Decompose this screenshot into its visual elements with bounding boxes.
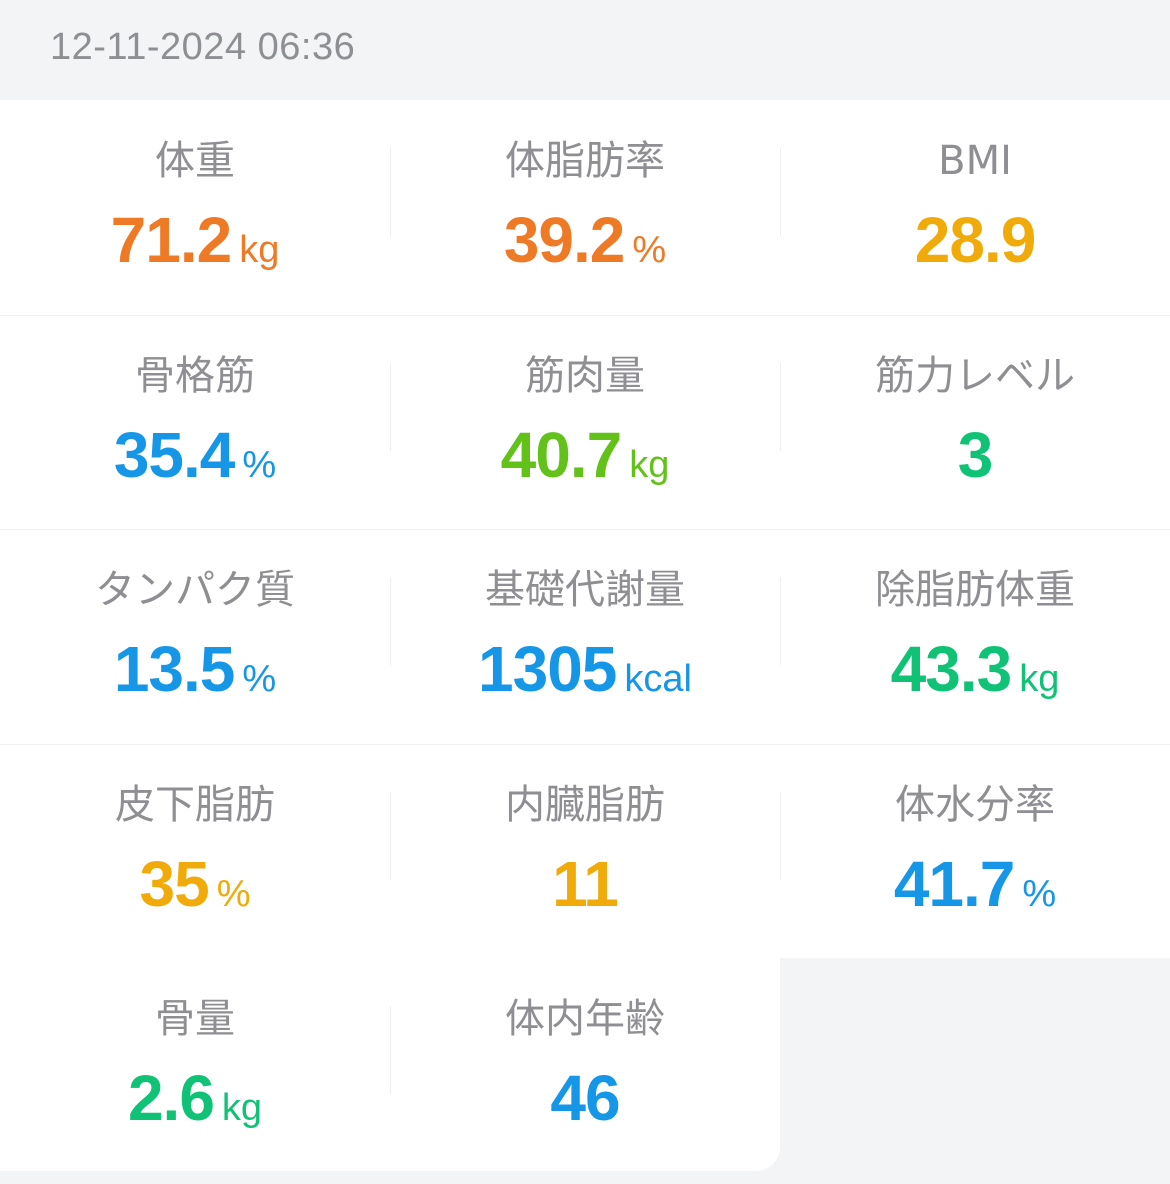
metric-cell[interactable]: 筋力レベル 3 bbox=[780, 315, 1170, 529]
metric-unit: kg bbox=[239, 229, 280, 271]
metric-cell[interactable]: BMI 28.9 bbox=[780, 100, 1170, 314]
metric-value-row: 2.6 kg bbox=[0, 1058, 390, 1138]
metric-value-row: 71.2 kg bbox=[0, 200, 390, 280]
column-divider bbox=[390, 577, 391, 665]
column-divider bbox=[390, 148, 391, 236]
column-divider bbox=[390, 791, 391, 880]
metric-value: 41.7 bbox=[893, 847, 1016, 920]
metric-value: 43.3 bbox=[890, 633, 1013, 705]
metric-cell[interactable]: 体内年齢 46 bbox=[390, 958, 780, 1172]
metric-cell[interactable]: 骨量 2.6 kg bbox=[0, 958, 390, 1172]
metric-value: 3 bbox=[957, 418, 994, 491]
metric-unit: kg bbox=[629, 443, 670, 486]
column-divider bbox=[780, 362, 781, 451]
metric-label: 体内年齢 bbox=[505, 996, 665, 1042]
metric-label: 内臓脂肪 bbox=[505, 781, 665, 828]
metric-label: 筋力レベル bbox=[875, 352, 1075, 399]
metric-cell[interactable]: 筋肉量 40.7 kg bbox=[390, 315, 780, 529]
metric-value-row: 46 bbox=[390, 1058, 780, 1138]
metric-row: 骨量 2.6 kg 体内年齢 46 bbox=[0, 958, 1170, 1172]
metric-cell[interactable]: 内臓脂肪 11 bbox=[390, 744, 780, 958]
metric-value: 13.5 bbox=[113, 633, 236, 705]
metric-value: 1305 bbox=[478, 633, 617, 705]
metric-value-row: 11 bbox=[390, 844, 780, 924]
metric-value-row: 41.7% bbox=[780, 844, 1170, 924]
metric-value: 40.7 bbox=[500, 418, 623, 491]
metric-value: 35.4 bbox=[113, 418, 236, 491]
metric-label: 皮下脂肪 bbox=[115, 781, 275, 828]
metric-value-row: 28.9 bbox=[780, 200, 1170, 280]
metric-value: 39.2 bbox=[503, 204, 626, 276]
metric-label: 体脂肪率 bbox=[505, 138, 665, 184]
metric-cell[interactable]: 除脂肪体重 43.3 kg bbox=[780, 529, 1170, 743]
header-bar: 12-11-2024 06:36 bbox=[0, 0, 1170, 100]
metric-value-row: 39.2% bbox=[390, 200, 780, 280]
metric-row: 骨格筋 35.4% 筋肉量 40.7 kg 筋力レベル 3 bbox=[0, 315, 1170, 529]
metric-value: 71.2 bbox=[110, 204, 233, 276]
measurement-timestamp: 12-11-2024 06:36 bbox=[50, 26, 356, 68]
metric-cell[interactable]: 体重 71.2 kg bbox=[0, 100, 390, 314]
row-divider bbox=[0, 314, 1170, 316]
metric-cell[interactable]: 体水分率 41.7% bbox=[780, 744, 1170, 958]
metric-label: 体重 bbox=[155, 138, 235, 184]
metric-value: 11 bbox=[552, 847, 619, 920]
metric-label: 体水分率 bbox=[895, 781, 1055, 828]
column-divider bbox=[390, 1006, 391, 1094]
metric-cell[interactable]: 体脂肪率 39.2% bbox=[390, 100, 780, 314]
metric-cell[interactable]: 骨格筋 35.4% bbox=[0, 315, 390, 529]
metric-unit: % bbox=[242, 443, 277, 486]
metric-unit: % bbox=[242, 658, 277, 700]
metric-value: 28.9 bbox=[914, 204, 1037, 276]
metric-value-row: 35% bbox=[0, 844, 390, 924]
metric-cell[interactable]: タンパク質 13.5% bbox=[0, 529, 390, 743]
metric-unit: % bbox=[216, 872, 251, 915]
metric-value: 2.6 bbox=[127, 1062, 215, 1134]
metric-label: BMI bbox=[938, 138, 1012, 184]
column-divider bbox=[780, 577, 781, 665]
metric-row: タンパク質 13.5% 基礎代謝量 1305 kcal 除脂肪体重 43.3 kg bbox=[0, 529, 1170, 743]
metric-value: 46 bbox=[550, 1062, 620, 1134]
metric-unit: % bbox=[1022, 872, 1057, 915]
metric-label: 除脂肪体重 bbox=[875, 567, 1075, 613]
metric-unit: kg bbox=[1019, 658, 1060, 700]
metric-unit: % bbox=[632, 229, 667, 271]
metric-value-row: 35.4% bbox=[0, 415, 390, 495]
metric-row: 体重 71.2 kg 体脂肪率 39.2% BMI 28.9 bbox=[0, 100, 1170, 314]
metric-value-row: 3 bbox=[780, 415, 1170, 495]
metric-value: 35 bbox=[139, 847, 210, 920]
metric-unit: kg bbox=[221, 1087, 263, 1129]
metric-label: タンパク質 bbox=[95, 567, 295, 613]
metric-label: 骨量 bbox=[155, 996, 235, 1042]
metric-label: 基礎代謝量 bbox=[485, 567, 685, 613]
metric-label: 筋肉量 bbox=[525, 352, 645, 399]
metric-row: 皮下脂肪 35% 内臓脂肪 11 体水分率 41.7% bbox=[0, 744, 1170, 958]
column-divider bbox=[780, 148, 781, 236]
metric-value-row: 1305 kcal bbox=[390, 629, 780, 709]
metric-value-row: 43.3 kg bbox=[780, 629, 1170, 709]
metric-unit: kcal bbox=[624, 658, 692, 700]
column-divider bbox=[780, 791, 781, 880]
row-divider bbox=[0, 743, 1170, 745]
column-divider bbox=[390, 362, 391, 451]
metric-value-row: 40.7 kg bbox=[390, 415, 780, 495]
metric-value-row: 13.5% bbox=[0, 629, 390, 709]
metric-label: 骨格筋 bbox=[135, 352, 255, 399]
row-divider bbox=[0, 529, 1170, 530]
metric-cell[interactable]: 皮下脂肪 35% bbox=[0, 744, 390, 958]
metric-cell[interactable]: 基礎代謝量 1305 kcal bbox=[390, 529, 780, 743]
